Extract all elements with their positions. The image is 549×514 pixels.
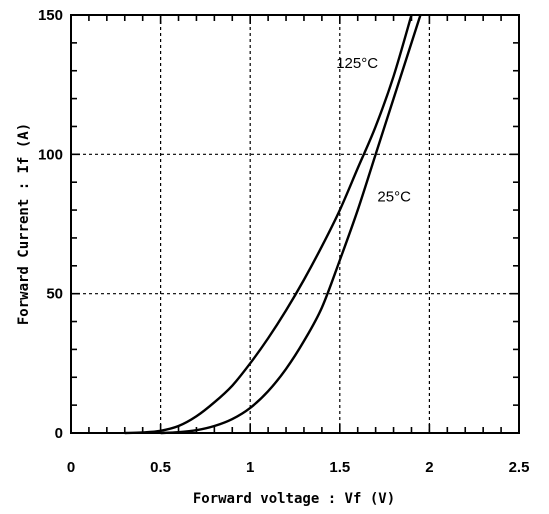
y-tick-label: 150: [38, 7, 63, 24]
y-tick-labels: 0 50 100 150: [38, 7, 63, 442]
annotations: 125°C 25°C: [336, 55, 411, 206]
series-line-0: [124, 14, 413, 435]
x-tick-label: 1.5: [329, 459, 350, 476]
y-tick-label: 50: [46, 286, 63, 303]
x-tick-label: 1: [246, 459, 254, 476]
plot-frame: [70, 14, 520, 434]
series-line-1: [160, 14, 422, 435]
axis-ticks: [70, 14, 520, 434]
series-annotation: 25°C: [377, 189, 411, 206]
y-tick-label: 0: [55, 425, 63, 442]
x-tick-label: 2: [425, 459, 433, 476]
x-axis-label: Forward voltage : Vf (V): [193, 491, 395, 507]
series-annotation: 125°C: [336, 55, 378, 72]
x-tick-label: 0.5: [150, 459, 171, 476]
grid: [71, 15, 519, 433]
x-tick-labels: 0 0.5 1 1.5 2 2.5: [67, 459, 530, 476]
y-axis-label: Forward Current : If (A): [16, 123, 32, 325]
x-tick-label: 2.5: [509, 459, 530, 476]
y-tick-label: 100: [38, 146, 63, 163]
series: [124, 14, 422, 435]
x-tick-label: 0: [67, 459, 75, 476]
